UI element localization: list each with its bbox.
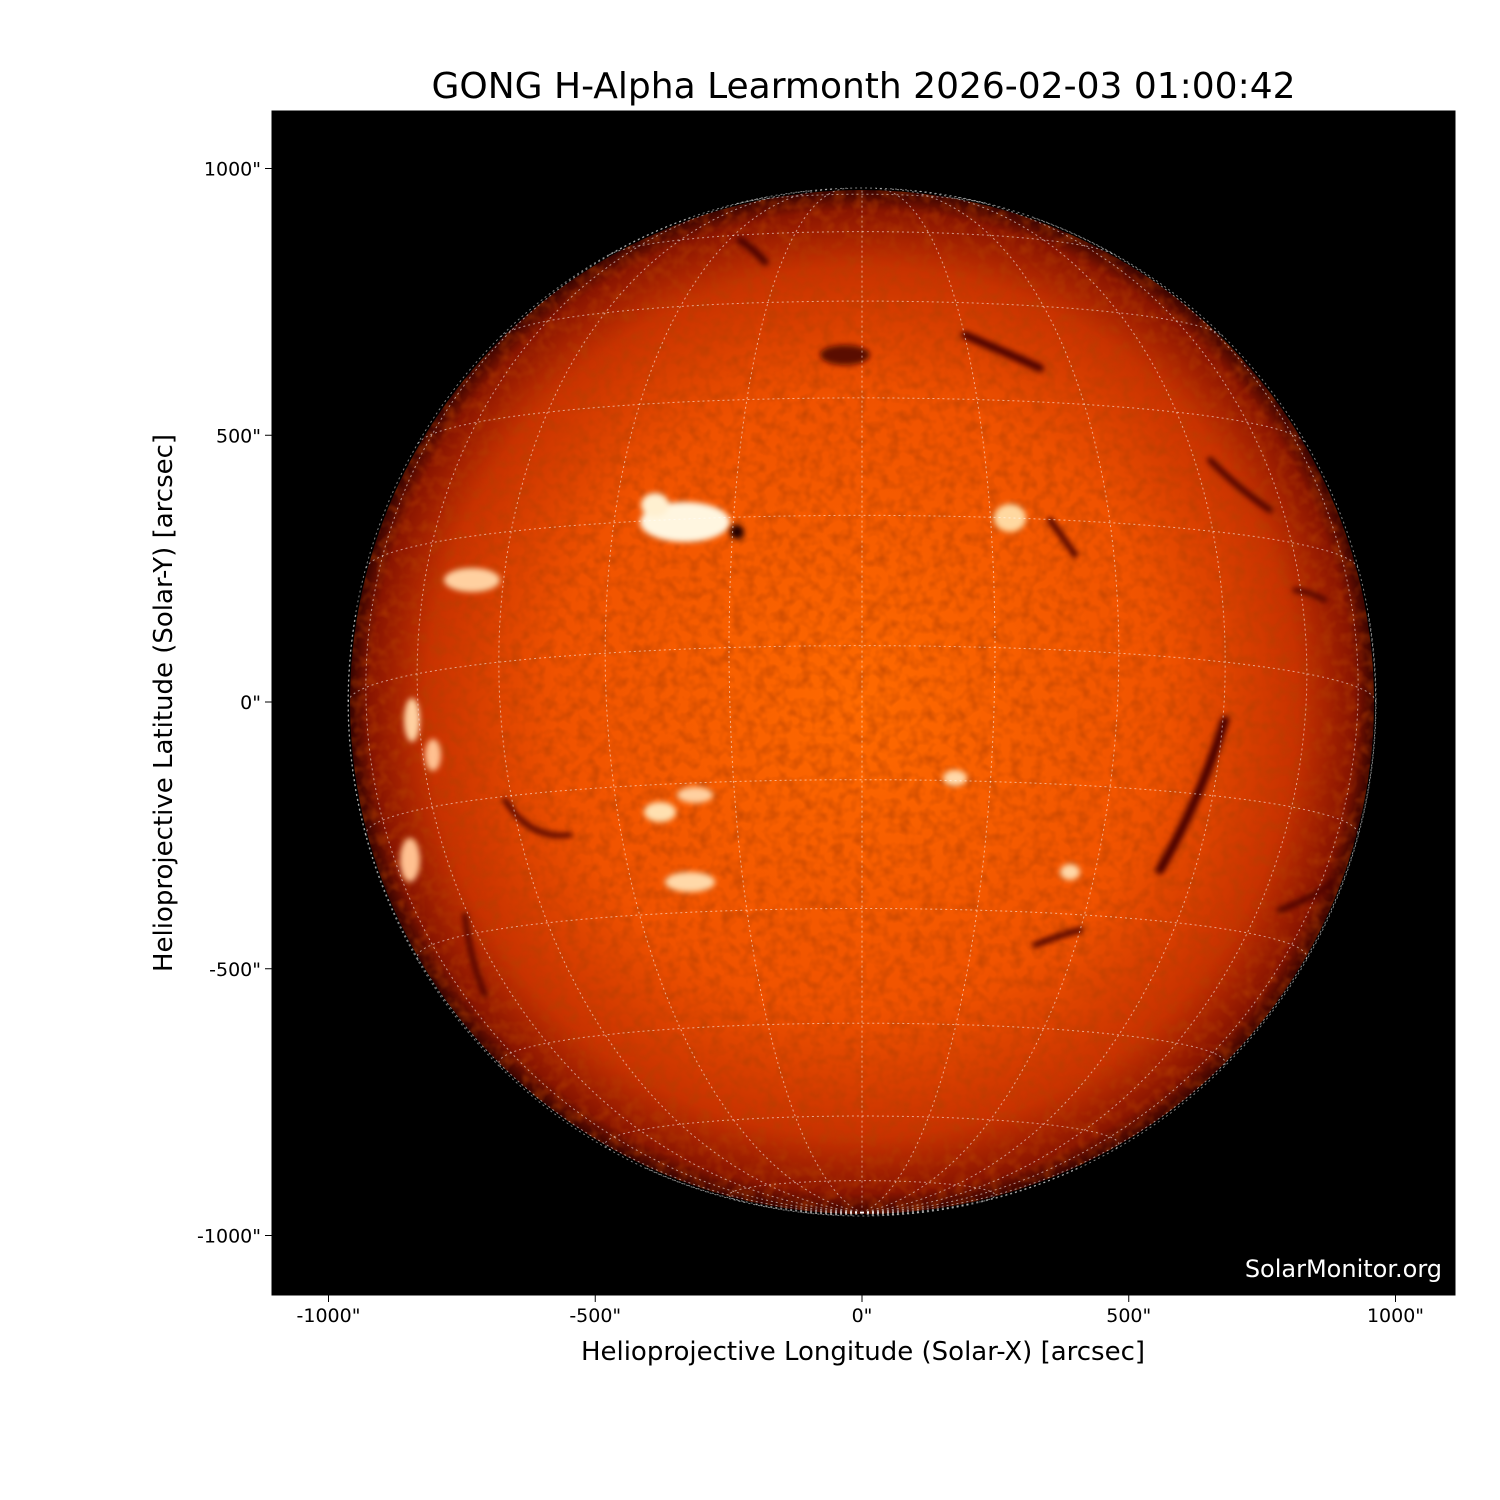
grid-line [417,397,1307,444]
grid-line [848,1212,863,1216]
y-tick-label: 1000" [204,159,261,181]
y-tick-label: -1000" [197,1226,261,1248]
grid-line [644,1166,863,1214]
grid-line [861,613,1377,1214]
grid-line [861,188,1120,1214]
y-tick-label: -500" [209,959,261,981]
grid-line [861,188,996,1214]
x-tick-label: -1000" [297,1305,361,1327]
y-tick-label: 500" [216,425,261,447]
x-tick-label: 0" [852,1305,873,1327]
grid-line [861,1166,1080,1214]
x-axis-ticks: -1000" -500" 0" 500" 1000" [297,1295,1424,1327]
grid-line [728,188,863,1214]
grid-line [861,196,1308,1214]
grid-line [861,1212,898,1216]
grid-line [365,779,1359,837]
y-axis-ticks: 1000" 500" 0" -500" -1000" [197,159,272,1248]
x-tick-label: 1000" [1367,1305,1424,1327]
watermark: SolarMonitor.org [1245,1255,1442,1283]
heliographic-grid [347,188,1377,1216]
x-tick-label: -500" [569,1305,621,1327]
grid-line [416,908,1308,961]
grid-line [728,1180,996,1203]
limb-outline [347,187,1377,1217]
y-axis-label: Helioprojective Latitude (Solar-Y) [arcs… [149,434,179,972]
grid-line [498,190,863,1214]
plage-regions [400,493,1080,892]
x-tick-label: 500" [1106,1305,1151,1327]
grid-line [416,196,863,1214]
filaments [462,236,1338,998]
grid-line [861,1212,876,1216]
grid-line [498,1022,1226,1068]
grid-line [736,193,988,205]
grid-line [754,1203,863,1214]
grid-line [861,190,1226,1214]
grid-line [604,188,863,1214]
x-axis-label: Helioprojective Longitude (Solar-X) [arc… [581,1337,1145,1367]
plot-title: GONG H-Alpha Learmonth 2026-02-03 01:00:… [431,66,1296,107]
y-tick-label: 0" [240,692,261,714]
grid-line [861,1211,926,1215]
